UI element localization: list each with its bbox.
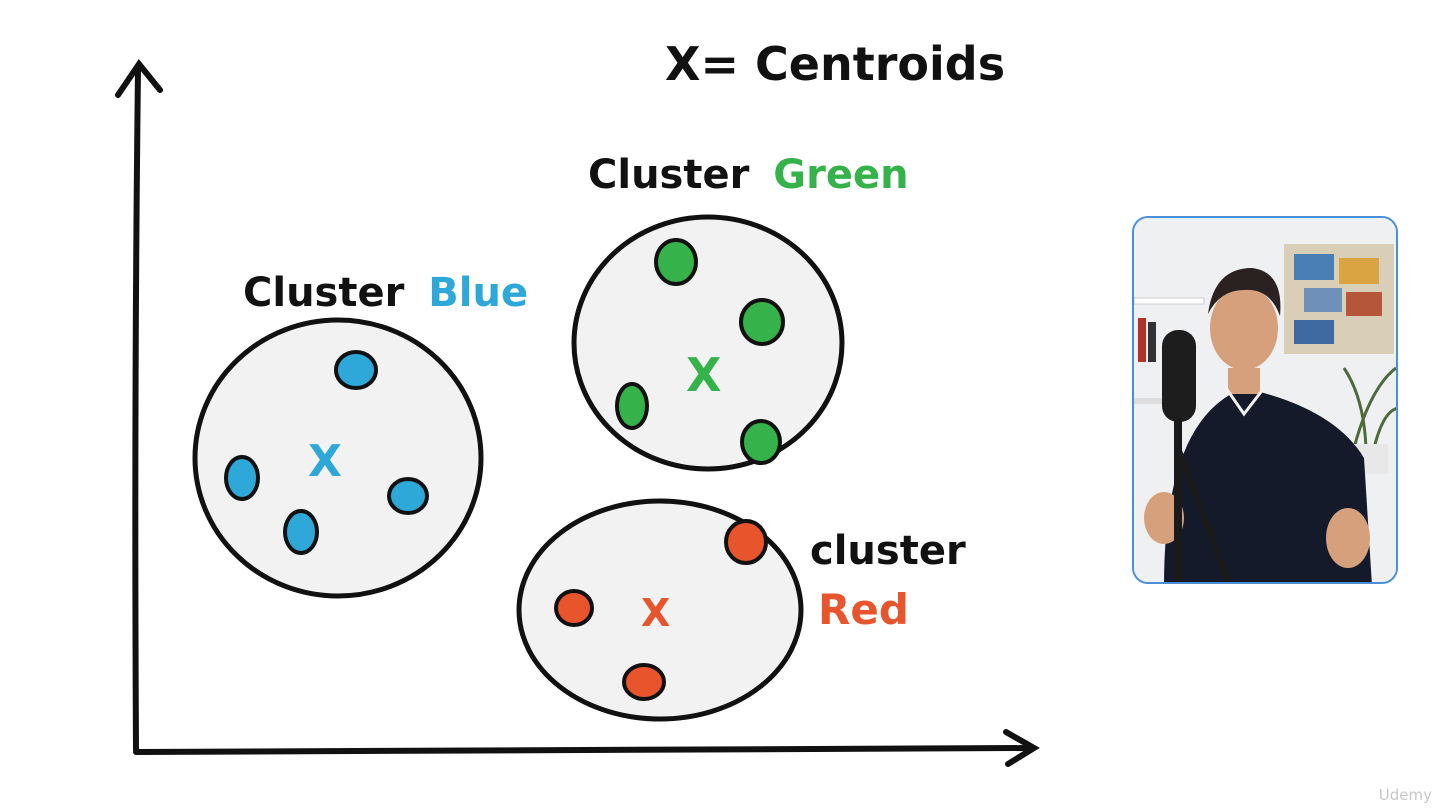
data-point [283,509,319,555]
cluster-green-label-prefix: Cluster [588,152,750,198]
y-axis [132,67,141,753]
cluster-blue-boundary [192,317,484,599]
data-point [334,350,378,390]
cluster-red-label-color: Red [818,585,909,634]
cluster-green-points [615,238,785,465]
cluster-blue-points [224,350,429,555]
cluster-red-centroid: X [641,591,670,635]
cluster-red-points [554,519,768,701]
cluster-green: Cluster Green X [571,152,909,472]
data-point [654,238,698,286]
cluster-blue-label: Cluster Blue [243,270,528,316]
cluster-blue-label-prefix: Cluster [243,270,405,316]
instructor-shirt [1164,388,1372,582]
data-point [739,298,785,346]
diagram-title: X= Centroids [665,37,1005,91]
instructor-face [1210,286,1278,370]
cluster-red-label-prefix: cluster [810,528,966,574]
data-point [224,455,260,501]
y-axis-arrowhead [115,58,163,98]
microphone [1162,330,1196,422]
webcam-scene [1134,218,1396,582]
axes [115,58,1040,767]
data-point [554,589,594,627]
data-point [724,519,768,565]
cluster-green-label-color: Green [773,152,908,198]
x-axis [133,745,1033,755]
udemy-watermark: Udemy [1378,786,1432,804]
cluster-blue-label-color: Blue [428,270,528,316]
data-point [622,663,666,701]
data-point [740,419,782,465]
cluster-blue-centroid: X [308,436,342,487]
cluster-green-centroid: X [686,348,721,402]
cluster-blue: Cluster Blue X [192,270,528,599]
x-axis-arrowhead [1003,729,1040,767]
cluster-green-label: Cluster Green [588,152,909,198]
cluster-green-boundary [571,214,845,472]
data-point [387,477,429,515]
instructor-webcam [1132,216,1398,584]
cluster-red: cluster Red X [516,498,966,722]
data-point [615,382,649,430]
